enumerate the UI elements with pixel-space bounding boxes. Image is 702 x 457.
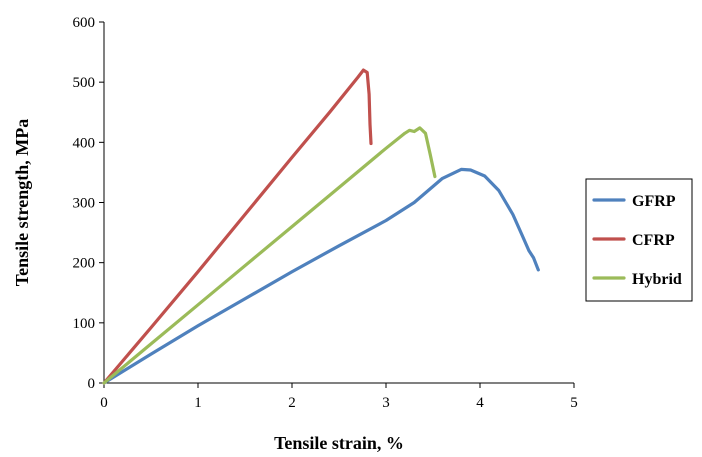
x-tick-label: 1 [194,395,202,411]
axes [103,22,574,384]
y-tick-label: 200 [73,256,96,272]
x-axis-title: Tensile strain, % [274,433,404,453]
x-tick-label: 3 [382,395,390,411]
y-tick-label: 300 [73,196,96,212]
legend-label-hybrid: Hybrid [632,271,682,288]
series-line-hybrid [102,126,437,385]
x-tick-label: 4 [476,395,484,411]
legend-label-gfrp: GFRP [632,193,676,210]
ticks: 0 100 200 300 400 500 600 0 1 2 3 4 5 [73,15,578,411]
y-tick-label: 0 [88,376,96,392]
y-tick-label: 100 [73,316,96,332]
x-tick-label: 2 [288,395,296,411]
y-axis-title: Tensile strength, MPa [12,119,32,287]
x-tick-label: 5 [570,395,578,411]
series-line-gfrp [102,167,540,385]
legend: GFRP CFRP Hybrid [585,178,693,302]
y-tick-label: 500 [73,75,96,91]
series-lines [102,68,540,385]
x-tick-label: 0 [100,395,108,411]
y-tick-label: 600 [73,15,96,31]
y-tick-label: 400 [73,135,96,151]
legend-label-cfrp: CFRP [632,232,675,249]
series-line-cfrp [102,68,373,385]
